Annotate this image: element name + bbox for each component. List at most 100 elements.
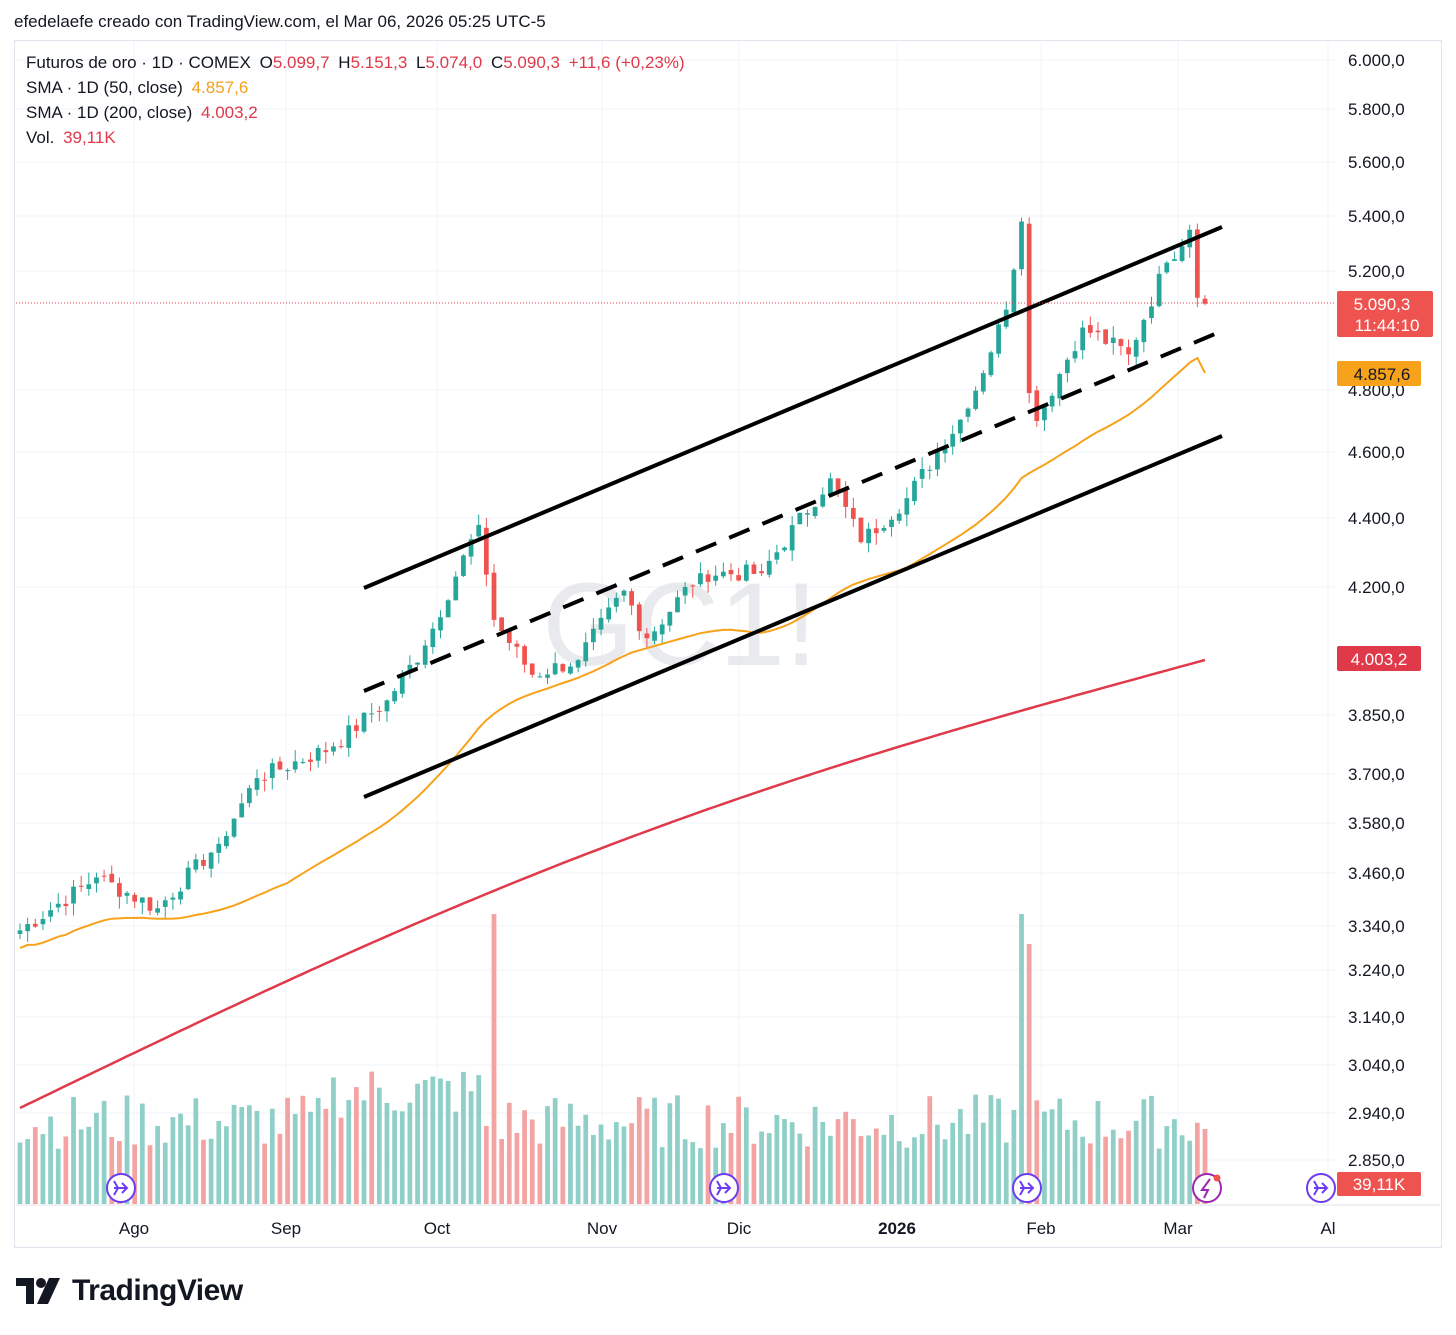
volume-bar	[1042, 1111, 1047, 1204]
candle	[850, 497, 856, 527]
volume-bar	[705, 1105, 711, 1204]
candle-body	[208, 852, 214, 869]
legend-high-label: H	[338, 53, 351, 72]
candle	[17, 923, 23, 940]
volume-bar	[384, 1102, 390, 1204]
candle-body	[499, 617, 505, 631]
candle-body	[1110, 337, 1116, 344]
candle	[300, 758, 306, 765]
candle	[996, 318, 1001, 358]
volume-bar	[361, 1100, 367, 1204]
candle-body	[1087, 325, 1093, 333]
event-icon[interactable]	[709, 1173, 739, 1203]
volume-bar	[560, 1126, 566, 1204]
candle	[178, 887, 183, 905]
candle-body	[973, 390, 979, 409]
channel-upper-line[interactable]	[363, 225, 1223, 590]
event-icon[interactable]	[1012, 1173, 1042, 1203]
candle	[376, 705, 382, 722]
volume-bar	[950, 1122, 956, 1204]
volume-bar	[430, 1076, 436, 1204]
price-axis-label: 3.340,0	[1348, 917, 1405, 936]
candle	[965, 407, 971, 423]
candle-body	[1149, 306, 1154, 319]
channel-mid-line[interactable]	[363, 329, 1223, 693]
candle-body	[1118, 339, 1124, 346]
volume-bar	[759, 1131, 764, 1204]
price-chart[interactable]: GC1! 6.000,05.800,05.600,05.400,05.200,0…	[0, 0, 1456, 1260]
tradingview-logo[interactable]: TradingView	[16, 1274, 243, 1308]
candle	[445, 599, 451, 618]
legend-sma50[interactable]: SMA · 1D (50, close) 4.857,6	[26, 75, 252, 100]
volume-bar	[147, 1145, 153, 1204]
candle	[537, 672, 543, 678]
volume-bar	[843, 1111, 849, 1204]
volume-bar	[529, 1119, 535, 1204]
candle-body	[896, 513, 902, 521]
candle-body	[759, 571, 764, 574]
event-icon[interactable]	[106, 1173, 136, 1203]
candle-body	[690, 585, 696, 587]
candle-body	[1194, 229, 1200, 298]
candle-body	[522, 646, 527, 665]
volume-bar	[522, 1110, 527, 1204]
trend-channel	[363, 225, 1223, 799]
candle	[1156, 265, 1162, 308]
legend-sma200[interactable]: SMA · 1D (200, close) 4.003,2	[26, 100, 262, 125]
candle-body	[1034, 390, 1040, 421]
volume-badge-value: 39,11K	[1353, 1175, 1406, 1194]
candle-body	[950, 433, 956, 447]
candle-body	[919, 469, 925, 479]
candle	[591, 618, 596, 651]
candle-body	[843, 489, 849, 507]
channel-lower-line[interactable]	[363, 434, 1223, 799]
dividend-icon[interactable]	[1192, 1173, 1222, 1203]
volume-bar	[117, 1140, 122, 1204]
volume-bar	[376, 1087, 382, 1204]
time-axis-label: Al	[1320, 1219, 1335, 1238]
volume-bar	[86, 1126, 92, 1204]
volume-bar	[55, 1148, 61, 1204]
candle	[216, 837, 222, 864]
volume-bar	[262, 1143, 268, 1204]
candle-body	[1141, 319, 1147, 343]
grid	[16, 42, 1440, 1206]
price-axis-label: 3.580,0	[1348, 814, 1405, 833]
candle-body	[912, 480, 917, 502]
volume-bar	[606, 1139, 612, 1204]
candle	[109, 865, 115, 883]
volume-bar	[1164, 1126, 1170, 1204]
volume-bars	[17, 914, 1208, 1204]
candle	[453, 571, 459, 601]
candle-body	[1103, 329, 1108, 344]
legend-volume[interactable]: Vol. 39,11K	[26, 125, 120, 150]
event-icon[interactable]	[1306, 1173, 1336, 1203]
candle-body	[71, 886, 76, 904]
candle-body	[1156, 273, 1162, 307]
sma200-path	[19, 658, 1206, 1110]
candle-body	[445, 600, 451, 618]
candle-body	[797, 512, 803, 525]
volume-bar	[552, 1098, 558, 1204]
volume-bar	[453, 1111, 459, 1204]
volume-bar	[1087, 1143, 1093, 1204]
candle	[858, 517, 864, 544]
candle	[1133, 337, 1139, 367]
candle-body	[193, 859, 199, 870]
volume-bar	[491, 914, 497, 1204]
candle-body	[384, 700, 390, 712]
price-axis-label: 4.200,0	[1348, 578, 1405, 597]
candle-body	[850, 508, 856, 519]
candle-body	[812, 506, 818, 516]
candle-body	[430, 628, 436, 648]
candle	[644, 628, 650, 648]
volume-bar	[162, 1142, 168, 1204]
candle-body	[514, 643, 520, 647]
volume-bar	[896, 1141, 902, 1204]
volume-bar	[461, 1071, 466, 1204]
volume-bar	[1118, 1138, 1124, 1204]
tradingview-logo-icon	[16, 1278, 60, 1304]
candle-body	[935, 452, 940, 470]
candle-body	[369, 713, 375, 715]
volume-bar	[1133, 1120, 1139, 1204]
